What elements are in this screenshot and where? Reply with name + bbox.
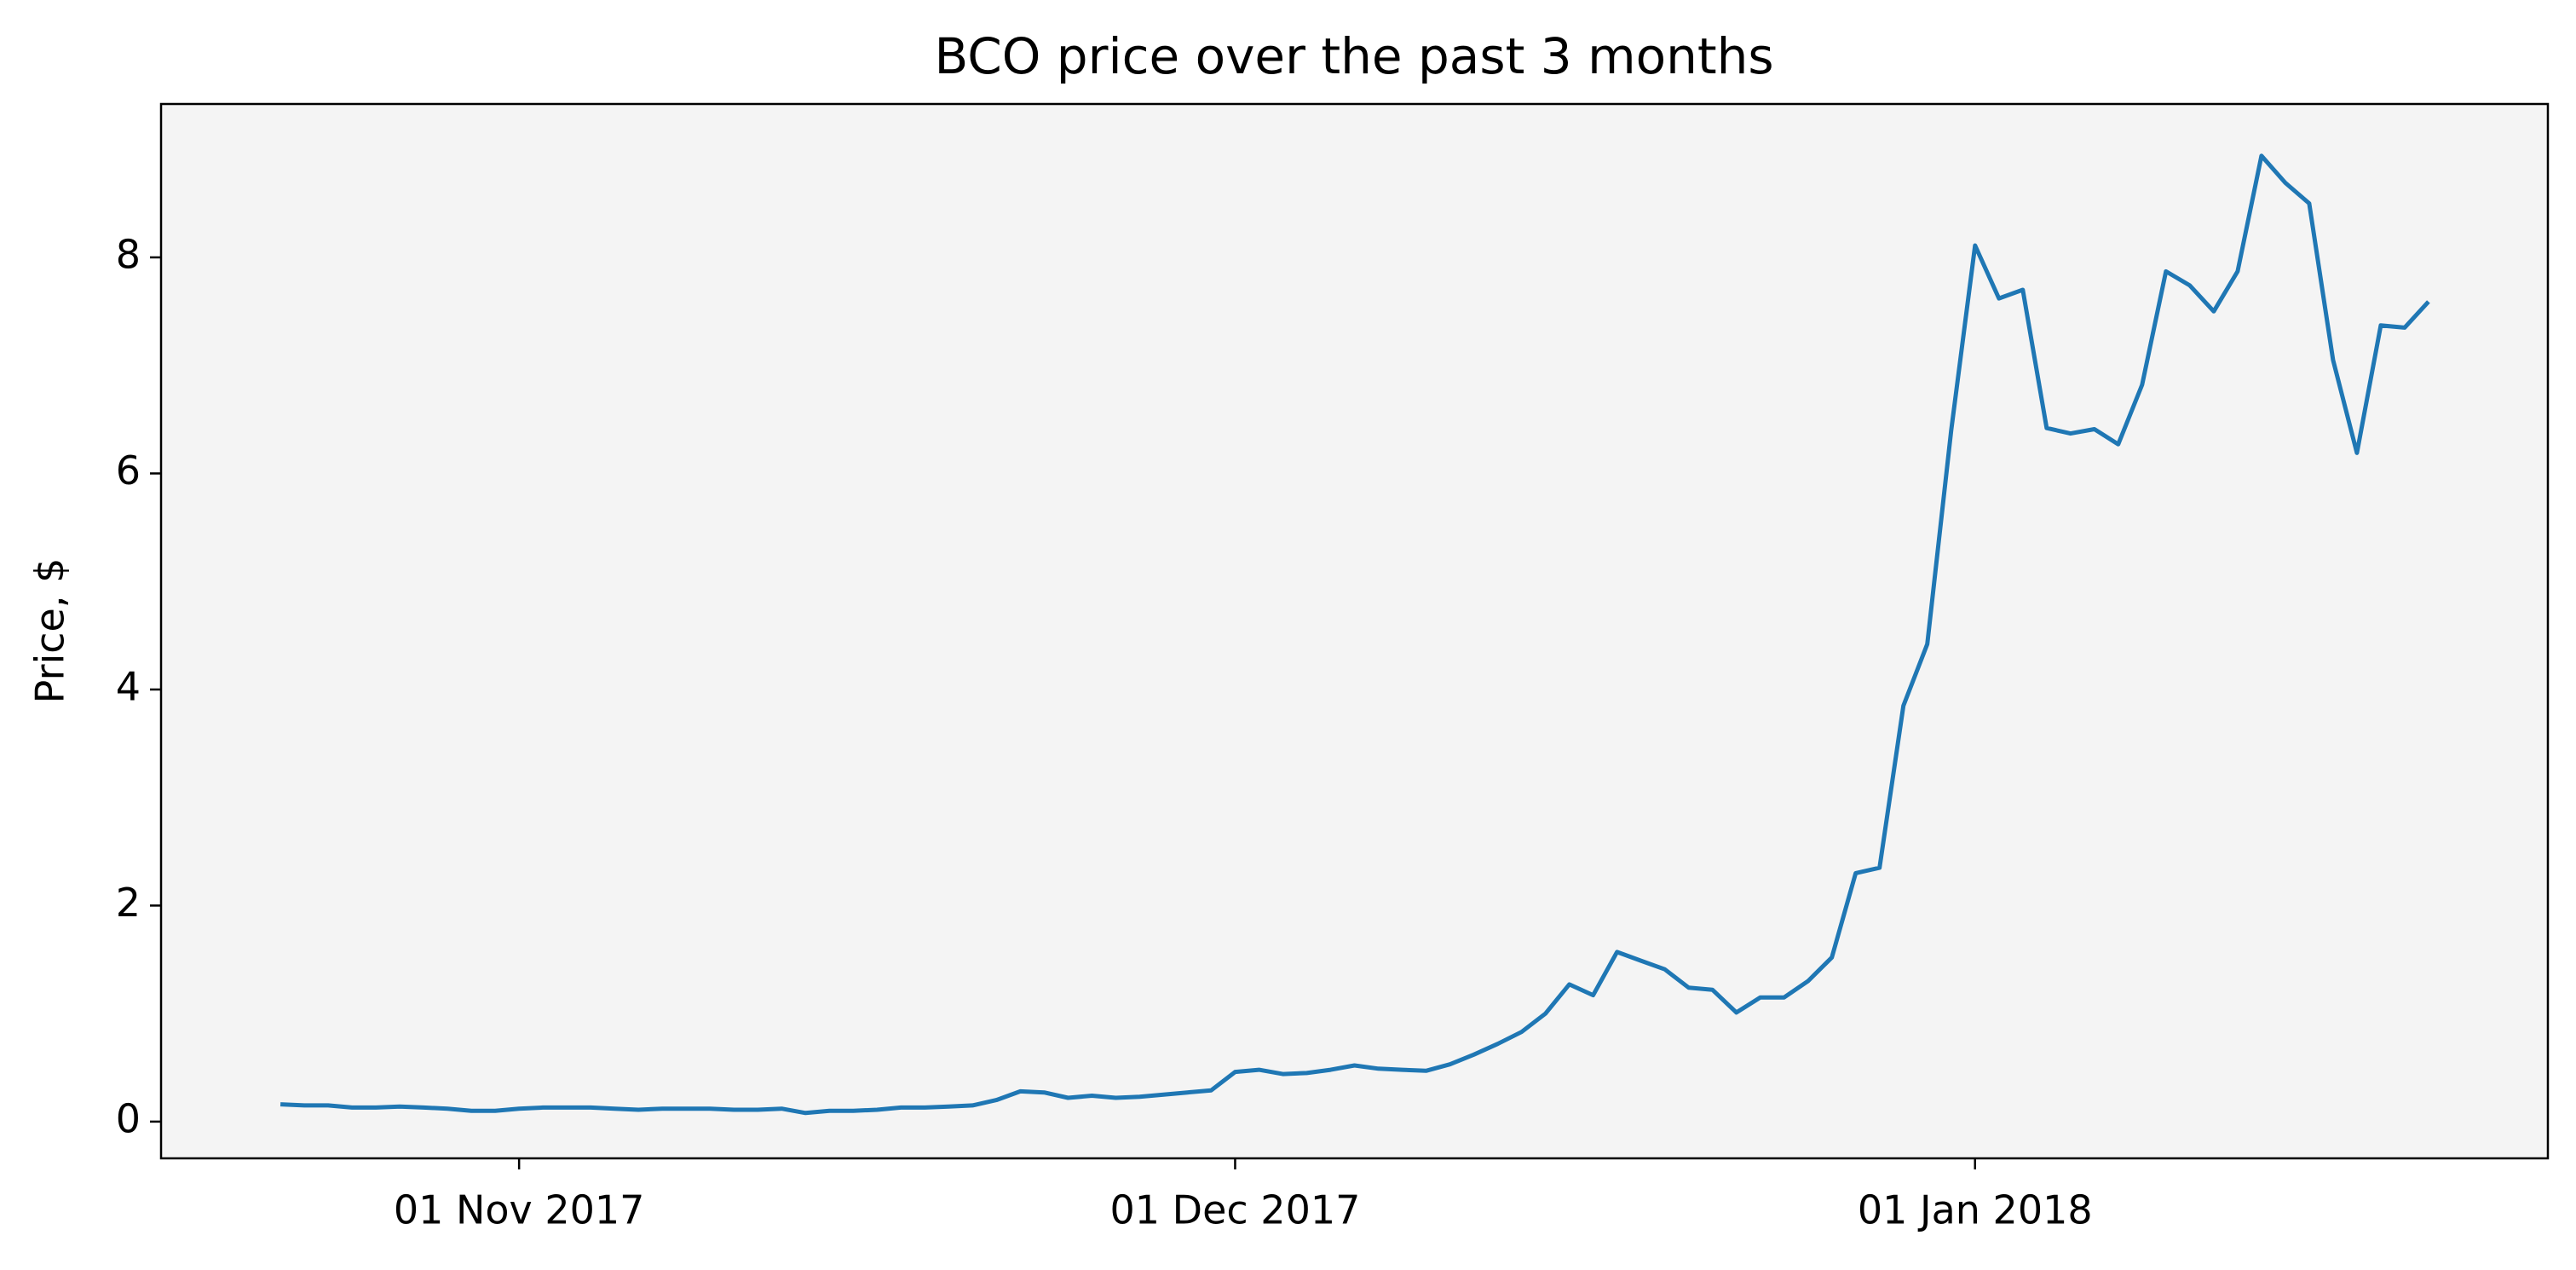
y-tick-label: 2	[116, 880, 141, 926]
chart-title: BCO price over the past 3 months	[934, 27, 1773, 85]
x-tick-label: 01 Nov 2017	[394, 1187, 645, 1233]
plot-frame	[159, 102, 2550, 1160]
y-tick-label: 8	[116, 231, 141, 277]
y-axis-label: Price, $	[27, 558, 73, 704]
x-tick-label: 01 Dec 2017	[1110, 1187, 1361, 1233]
price-line	[279, 153, 2430, 1116]
plot-area	[161, 104, 2548, 1158]
y-tick-label: 6	[116, 447, 141, 494]
x-tick-label: 01 Jan 2018	[1858, 1187, 2093, 1233]
y-tick-label: 4	[116, 663, 141, 709]
y-tick-label: 0	[116, 1095, 141, 1141]
